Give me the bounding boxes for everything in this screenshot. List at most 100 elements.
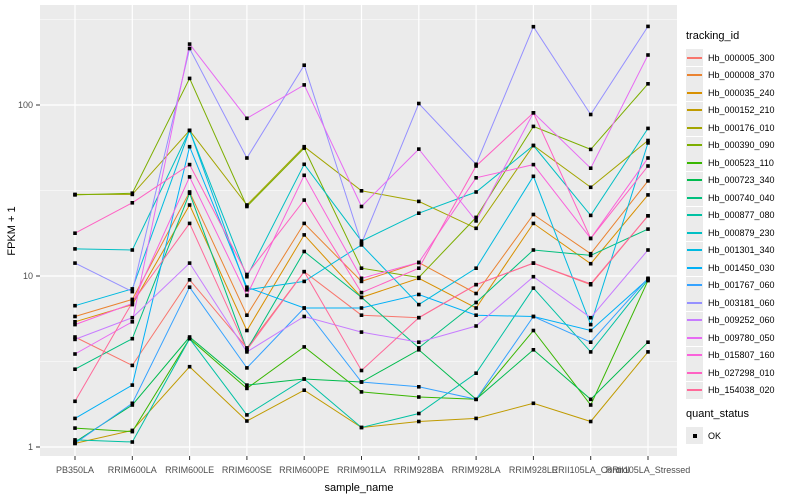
data-point xyxy=(588,315,593,320)
data-point xyxy=(130,429,135,434)
legend-item-label: Hb_000035_240 xyxy=(708,87,775,98)
data-point xyxy=(187,364,192,369)
x-tick-label: RRII105LA_Control xyxy=(552,465,630,475)
data-point xyxy=(73,399,77,404)
data-point xyxy=(130,440,135,444)
legend-item-label: Hb_000740_040 xyxy=(708,192,775,203)
data-point xyxy=(588,403,593,407)
data-point xyxy=(187,162,192,167)
legend-key-line-icon xyxy=(686,346,703,364)
legend-key-line-icon xyxy=(686,171,703,189)
data-point xyxy=(73,367,77,371)
data-point xyxy=(245,350,249,354)
data-point xyxy=(245,413,249,417)
axis-tick-labels: PB350LA RRIM600LA RRIM600LE RRIM600SE RRIM60… xyxy=(18,100,690,475)
data-point xyxy=(417,199,421,204)
data-point xyxy=(187,76,192,81)
x-tick-label: RRIM600LA xyxy=(108,465,157,475)
legend-item-Hb_001767_060: Hb_001767_060 xyxy=(686,276,798,295)
data-point xyxy=(588,253,593,258)
data-point xyxy=(417,302,421,307)
data-point xyxy=(302,306,306,310)
legend-item-Hb_000390_090: Hb_000390_090 xyxy=(686,136,798,155)
data-point xyxy=(73,320,77,324)
x-tick-label: RRIM901LA xyxy=(337,465,386,475)
data-point xyxy=(359,380,364,384)
data-point xyxy=(646,350,650,354)
legend-item-label: Hb_009780_050 xyxy=(708,332,775,343)
data-point xyxy=(474,397,478,402)
data-point xyxy=(474,226,478,231)
data-point xyxy=(417,385,421,389)
data-point xyxy=(245,346,249,350)
x-tick-label: RRIM600PE xyxy=(279,465,329,475)
data-point xyxy=(474,282,478,287)
data-point xyxy=(359,295,364,300)
data-point xyxy=(588,166,593,170)
data-point xyxy=(417,211,421,215)
data-point xyxy=(187,128,192,133)
data-point xyxy=(417,340,421,344)
legend-item-label: OK xyxy=(708,430,722,441)
data-point xyxy=(187,144,192,149)
data-point xyxy=(73,337,77,342)
legend-key-line-icon xyxy=(686,101,703,119)
data-point xyxy=(187,221,192,226)
data-point xyxy=(245,366,249,370)
data-point xyxy=(474,215,478,220)
legend-item-label: Hb_000723_340 xyxy=(708,175,775,186)
data-point xyxy=(531,212,536,217)
data-point xyxy=(187,175,192,179)
legend-item-Hb_000740_040: Hb_000740_040 xyxy=(686,189,798,207)
data-point xyxy=(245,386,249,391)
data-point xyxy=(245,156,249,160)
legend-key-line-icon xyxy=(686,224,703,242)
data-point xyxy=(417,315,421,320)
data-point xyxy=(73,441,77,446)
data-point xyxy=(588,112,593,117)
data-point xyxy=(417,275,421,280)
y-tick-label: 1 xyxy=(28,442,33,452)
legend-title-tracking-id: tracking_id xyxy=(686,30,740,42)
data-point xyxy=(474,164,478,168)
y-tick-label: 10 xyxy=(23,271,33,281)
data-point xyxy=(417,260,421,265)
data-point xyxy=(302,198,306,202)
legend-item-Hb_154038_020: Hb_154038_020 xyxy=(686,381,798,400)
legend-key-line-icon xyxy=(686,311,703,329)
legend-key-line-icon xyxy=(686,66,703,84)
data-point xyxy=(531,24,536,29)
data-point xyxy=(245,313,249,317)
legend-key-line-icon xyxy=(686,294,703,312)
gridlines xyxy=(40,5,677,456)
legend-key-line-icon xyxy=(686,364,703,382)
data-point xyxy=(531,348,536,352)
x-tick-label: RRIM928BA xyxy=(394,465,444,475)
legend-key-line-icon xyxy=(686,189,703,207)
data-point xyxy=(302,279,306,284)
data-point xyxy=(73,416,77,421)
data-point xyxy=(73,193,77,197)
data-point xyxy=(302,314,306,319)
x-tick-label: RRIM600LE xyxy=(165,465,214,475)
data-point xyxy=(73,438,77,442)
data-point xyxy=(359,313,364,317)
legend-item-Hb_000005_300: Hb_000005_300 xyxy=(686,49,798,67)
legend-key-line-icon xyxy=(686,276,703,294)
x-tick-label: RRII105LA_Stressed xyxy=(606,465,691,475)
data-point xyxy=(588,213,593,218)
legend-item-label: Hb_001450_030 xyxy=(708,262,775,273)
data-points xyxy=(73,24,650,446)
data-point xyxy=(187,46,192,51)
legend-item-Hb_000035_240: Hb_000035_240 xyxy=(686,84,798,102)
legend-item-label: Hb_001301_340 xyxy=(708,245,775,256)
legend-items: Hb_000005_300 Hb_000008_370 Hb_000035_240 H… xyxy=(686,49,798,399)
quant-ok-key-icon xyxy=(686,427,703,445)
data-point xyxy=(531,143,536,148)
data-point xyxy=(302,83,306,87)
data-point xyxy=(359,368,364,373)
data-point xyxy=(187,285,192,289)
data-point xyxy=(417,395,421,399)
data-point xyxy=(417,348,421,352)
